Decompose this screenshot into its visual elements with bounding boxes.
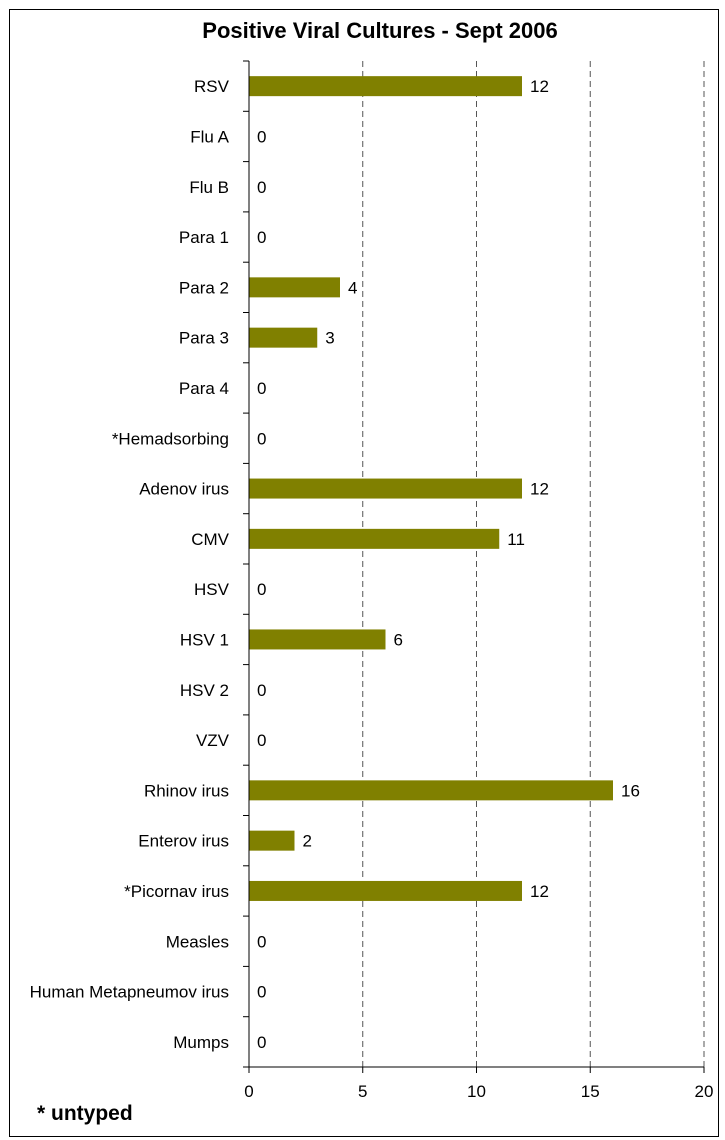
- category-label: Flu A: [190, 127, 229, 146]
- chart-title: Positive Viral Cultures - Sept 2006: [202, 18, 557, 43]
- bar: [249, 76, 522, 97]
- category-labels: RSV Flu A Flu B Para 1 Para 2 Para 3 Para 4 *He…: [30, 77, 230, 1052]
- data-label: 12: [530, 882, 549, 901]
- data-label: 0: [257, 228, 266, 247]
- bar: [249, 528, 500, 549]
- bar: [249, 277, 340, 298]
- data-label: 2: [303, 832, 312, 851]
- data-label: 0: [257, 379, 266, 398]
- data-label: 0: [257, 429, 266, 448]
- x-tick-label: 0: [244, 1082, 253, 1101]
- data-label: 0: [257, 681, 266, 700]
- bar: [249, 629, 386, 650]
- data-label: 0: [257, 731, 266, 750]
- data-label: 0: [257, 580, 266, 599]
- category-label: Para 3: [179, 329, 229, 348]
- category-label: Rhinov irus: [144, 781, 229, 800]
- data-label: 11: [507, 530, 525, 549]
- x-tick-label: 20: [695, 1082, 714, 1101]
- grid-lines: [362, 61, 705, 1067]
- axes: [243, 60, 705, 1073]
- category-label: CMV: [191, 530, 229, 549]
- bar: [249, 478, 522, 499]
- data-label: 0: [257, 983, 266, 1002]
- bar: [249, 880, 522, 901]
- category-label: Enterov irus: [138, 832, 229, 851]
- footnote: * untyped: [37, 1102, 133, 1125]
- bar: [249, 780, 613, 801]
- bar: [249, 327, 318, 348]
- data-label: 12: [530, 77, 549, 96]
- category-label: VZV: [196, 731, 230, 750]
- bar: [249, 830, 295, 851]
- category-label: Mumps: [173, 1033, 229, 1052]
- data-label: 6: [394, 630, 403, 649]
- x-tick-label: 5: [358, 1082, 367, 1101]
- bars: [249, 76, 613, 901]
- category-label: *Picornav irus: [124, 882, 229, 901]
- category-label: HSV 2: [180, 681, 229, 700]
- category-label: Human Metapneumov irus: [30, 983, 229, 1002]
- category-label: HSV 1: [180, 630, 229, 649]
- chart-frame: [9, 9, 719, 1137]
- data-label: 16: [621, 781, 640, 800]
- category-label: RSV: [194, 77, 230, 96]
- data-label: 0: [257, 1033, 266, 1052]
- data-label: 4: [348, 278, 357, 297]
- data-label: 0: [257, 932, 266, 951]
- data-label: 3: [325, 329, 334, 348]
- category-label: Flu B: [189, 178, 229, 197]
- category-label: *Hemadsorbing: [112, 429, 229, 448]
- category-label: Para 1: [179, 228, 229, 247]
- category-label: Adenov irus: [139, 480, 229, 499]
- x-tick-label: 15: [581, 1082, 600, 1101]
- x-tick-labels: 0 5 10 15 20: [244, 1082, 713, 1101]
- data-label: 0: [257, 127, 266, 146]
- category-label: Para 4: [179, 379, 229, 398]
- value-labels: 12 0 0 0 4 3 0 0 12 11 0 6 0 0 16 2 12 0 0 0: [257, 77, 640, 1052]
- category-label: Measles: [166, 932, 229, 951]
- category-label: HSV: [194, 580, 230, 599]
- category-label: Para 2: [179, 278, 229, 297]
- data-label: 0: [257, 178, 266, 197]
- x-tick-label: 10: [467, 1082, 486, 1101]
- data-label: 12: [530, 480, 549, 499]
